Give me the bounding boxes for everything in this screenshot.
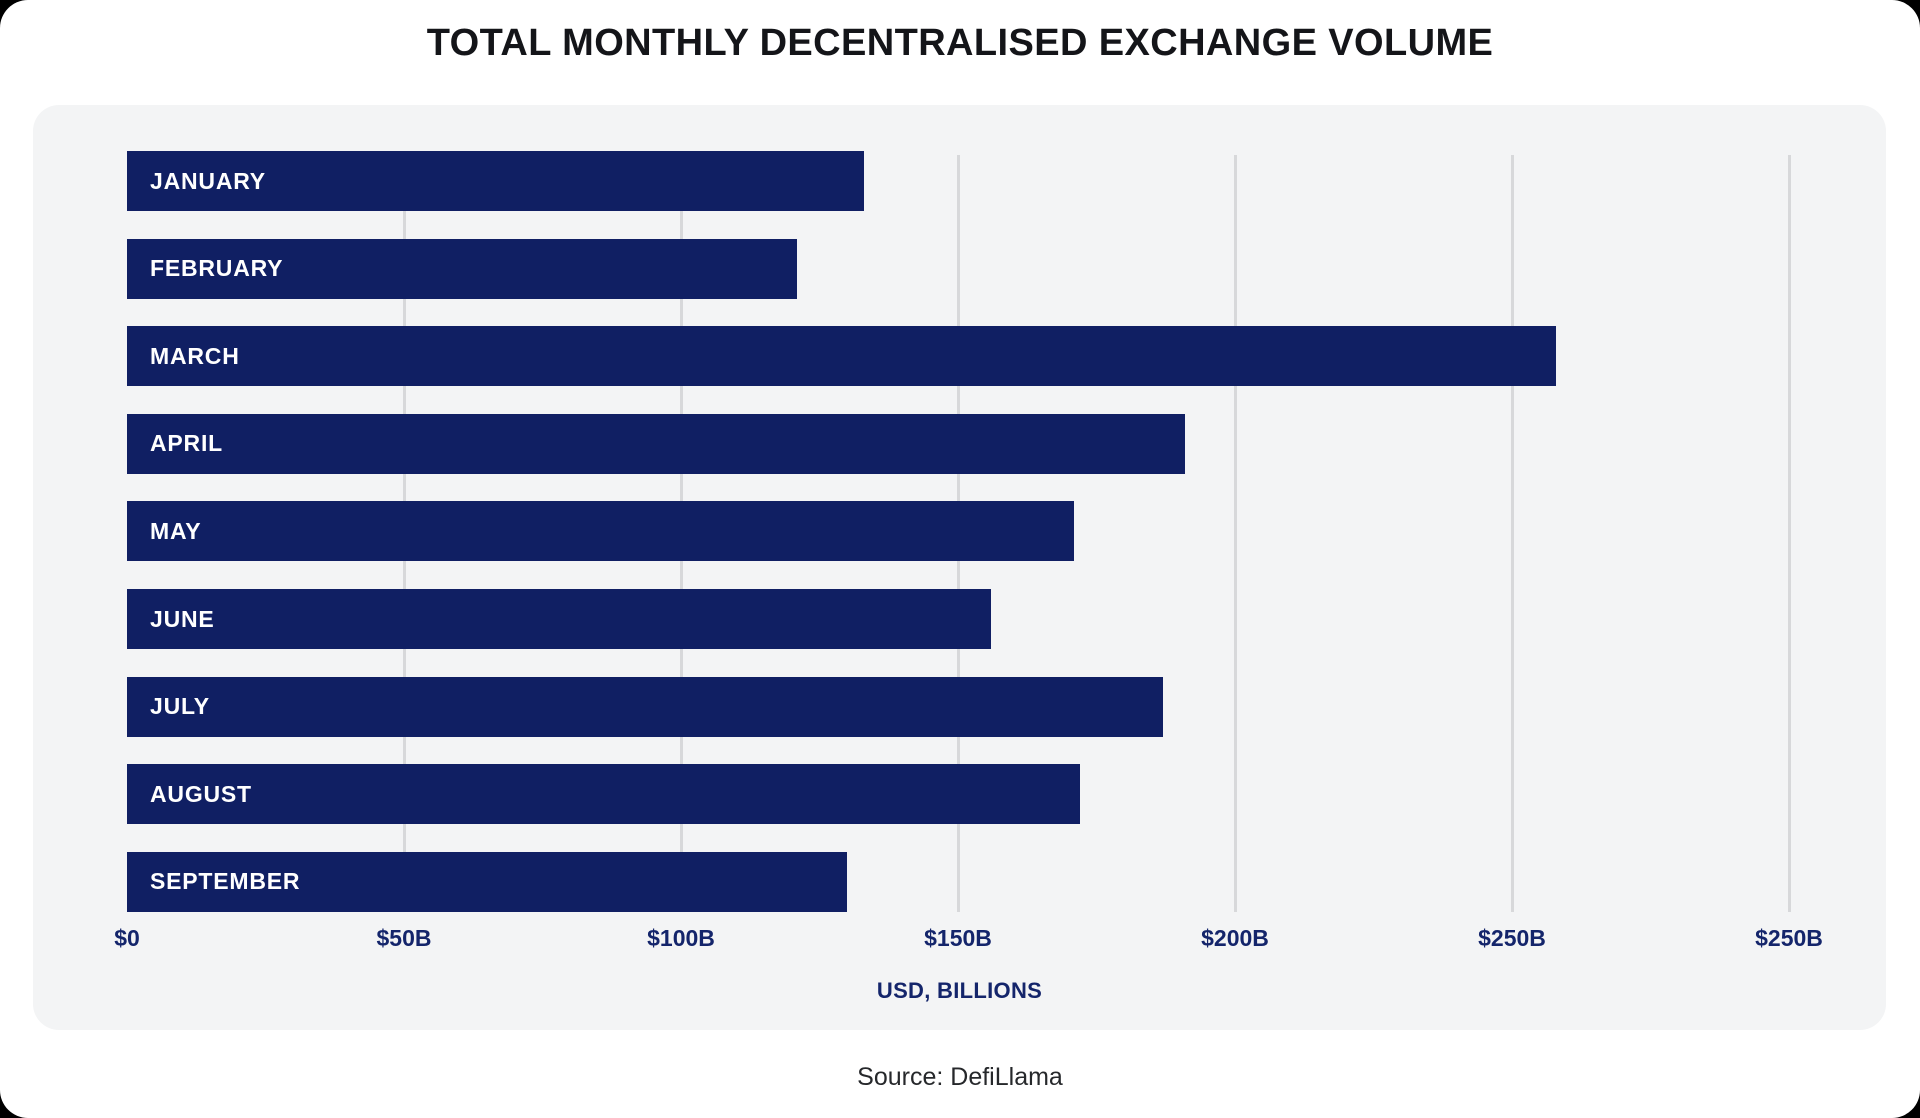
bar-january: JANUARY	[127, 151, 864, 211]
bar-june: JUNE	[127, 589, 992, 649]
chart-title: TOTAL MONTHLY DECENTRALISED EXCHANGE VOL…	[426, 22, 1494, 64]
gridline	[1510, 155, 1514, 912]
source-attribution: Source: DefiLlama	[857, 1063, 1063, 1091]
bar-july: JULY	[127, 676, 1163, 737]
bar-label: AUGUST	[150, 780, 252, 807]
x-tick-label: $250B	[1755, 925, 1823, 951]
bar-label: MARCH	[150, 342, 240, 369]
x-tick-label: $50B	[376, 925, 432, 951]
bar-label: SEPTEMBER	[150, 868, 301, 895]
gridline	[1233, 155, 1237, 912]
x-tick-label: $150B	[924, 925, 992, 951]
bar-september: SEPTEMBER	[127, 851, 848, 912]
bar-august: AUGUST	[127, 764, 1080, 825]
bar-label: JULY	[150, 693, 210, 720]
bar-label: FEBRUARY	[150, 255, 284, 282]
x-tick-label: $200B	[1201, 925, 1269, 951]
bar-label: JANUARY	[150, 167, 266, 194]
bar-label: MAY	[150, 517, 202, 544]
bar-may: MAY	[127, 501, 1075, 562]
x-tick-label: $100B	[647, 925, 715, 951]
x-axis-caption: USD, BILLIONS	[876, 978, 1043, 1003]
bar-april: APRIL	[127, 413, 1186, 474]
x-tick-label: $0	[114, 925, 140, 951]
bar-march: MARCH	[127, 326, 1557, 387]
gridline	[1787, 155, 1791, 912]
bar-label: JUNE	[150, 605, 215, 632]
chart-panel: USD, BILLIONS JANUARY FEBRUARY MARCH APRIL M…	[33, 105, 1886, 1030]
bar-label: APRIL	[150, 430, 223, 457]
x-tick-label: $250B	[1478, 925, 1546, 951]
bar-february: FEBRUARY	[127, 238, 798, 299]
